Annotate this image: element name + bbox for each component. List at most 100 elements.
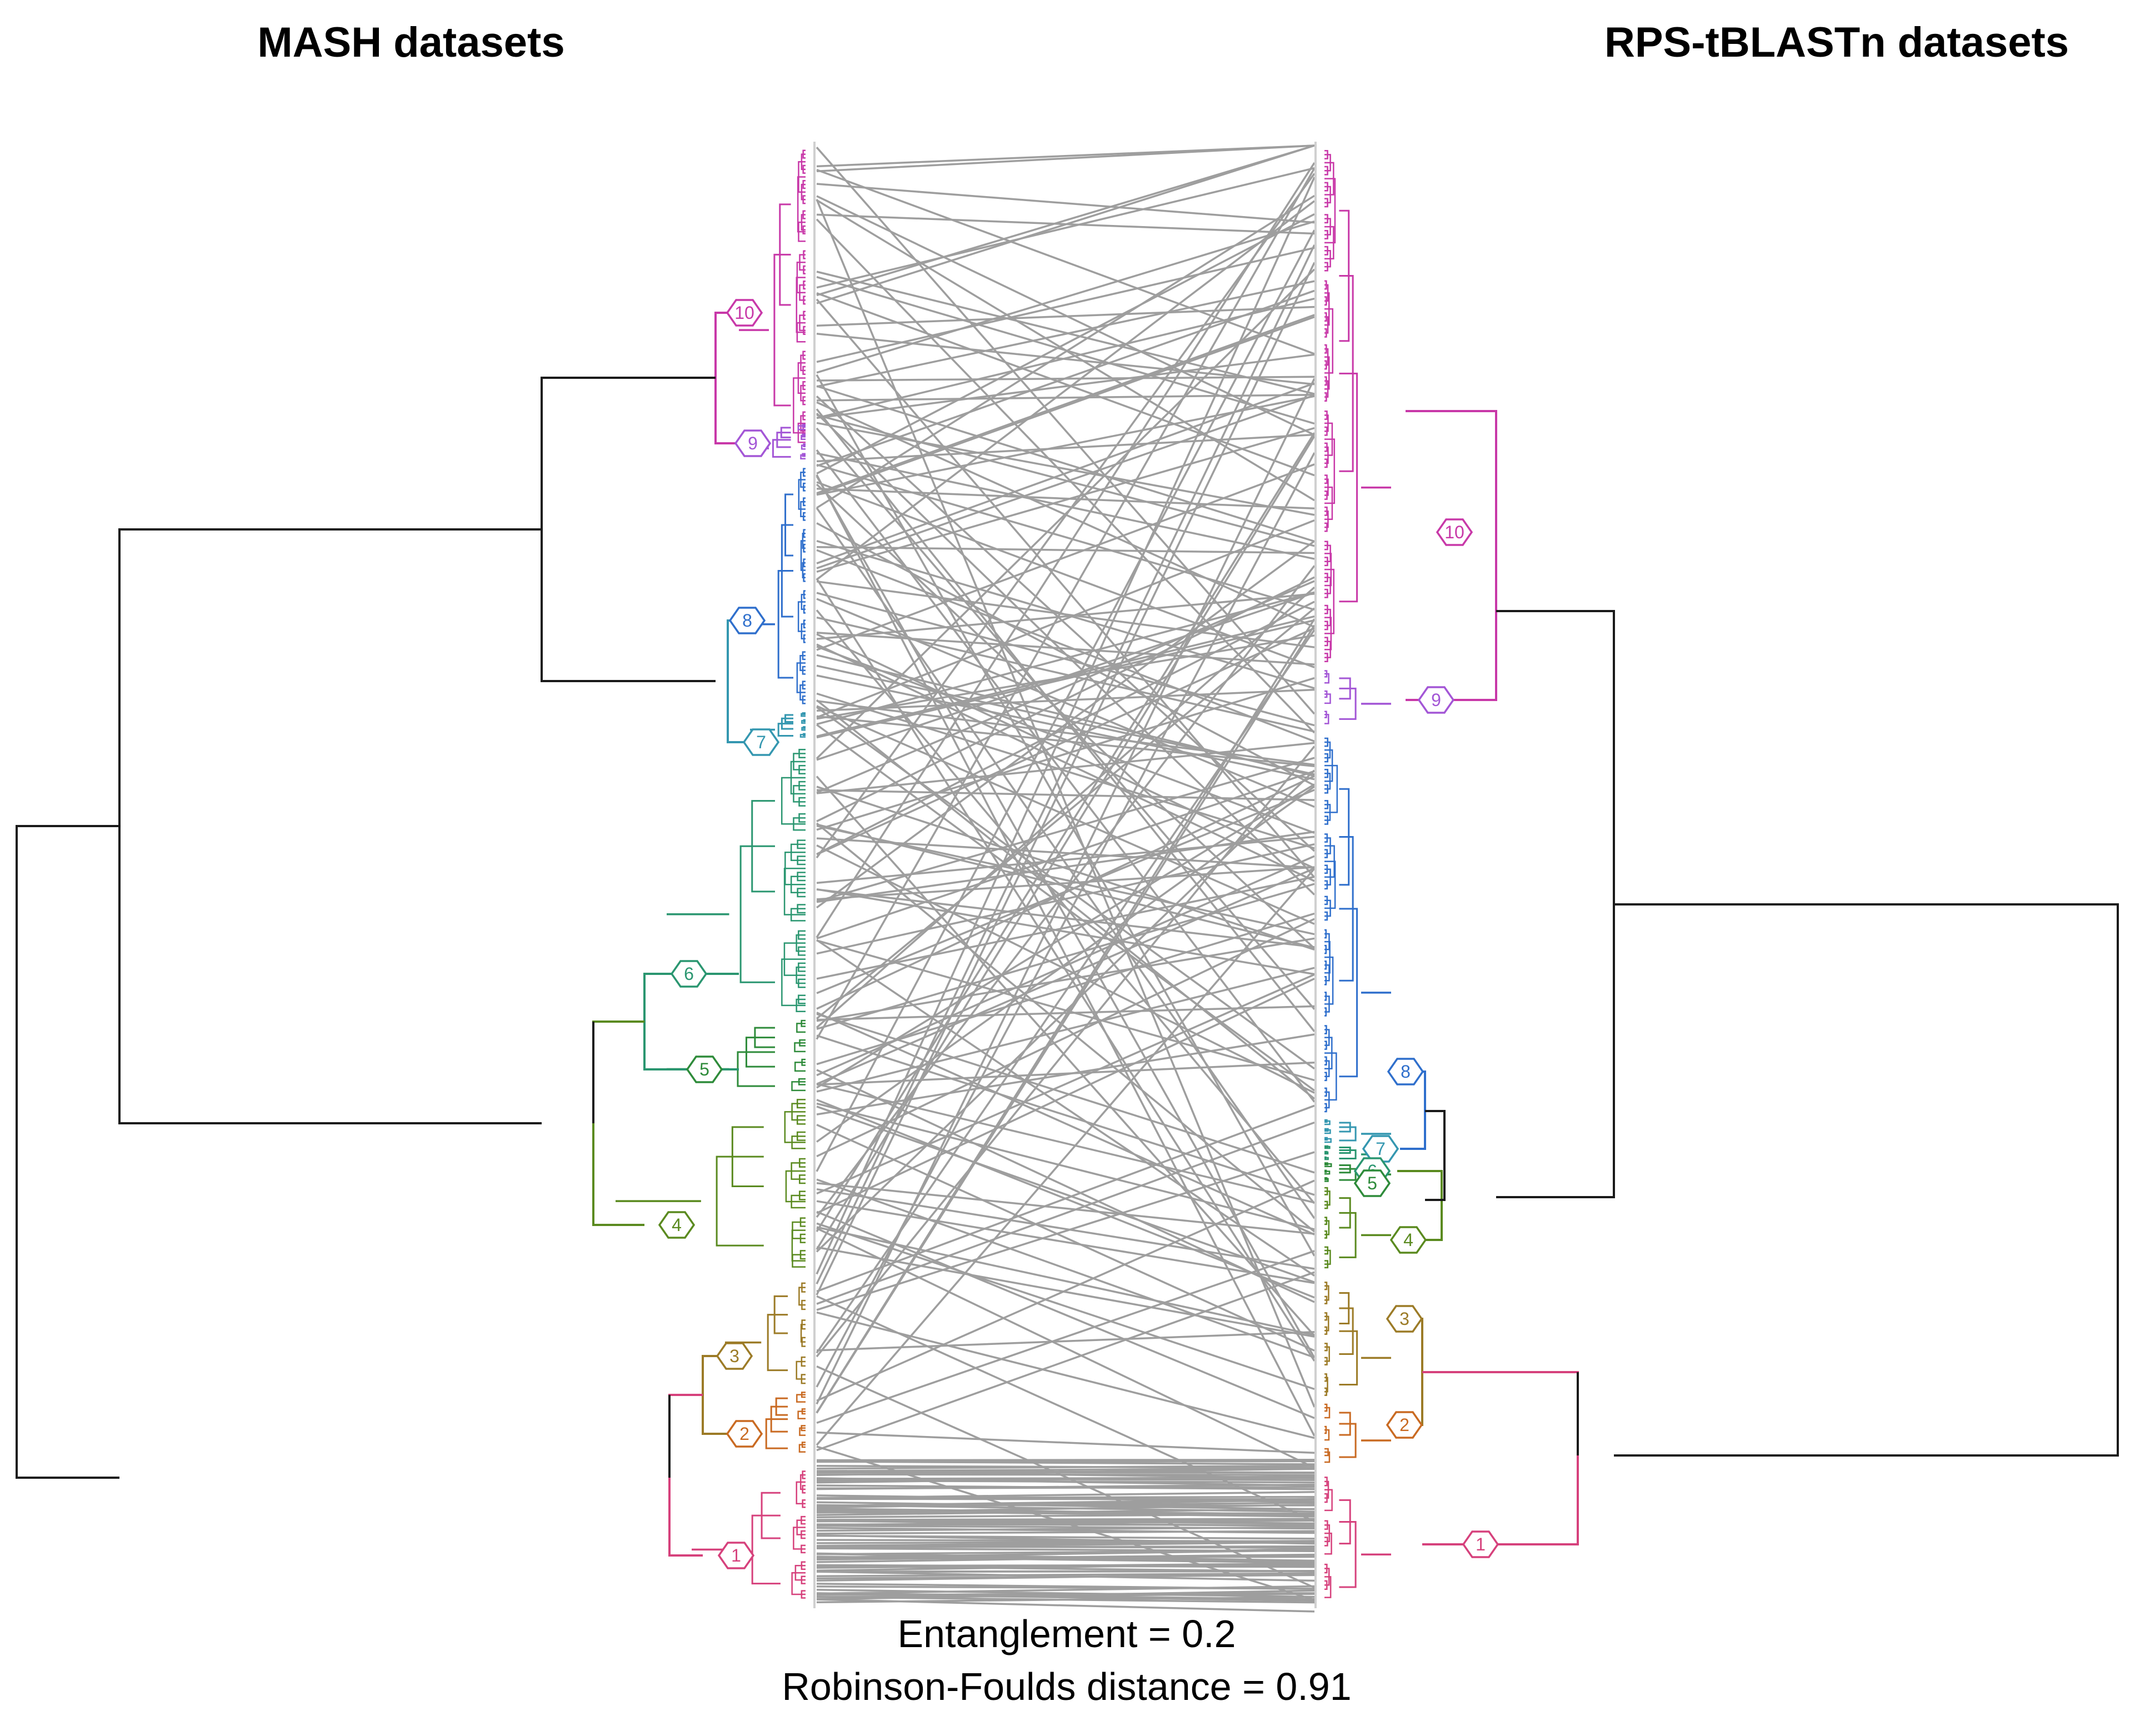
tanglegram-line: [816, 449, 1316, 1103]
right-cluster-9: [1324, 670, 1391, 724]
subcluster-branch: [1339, 1149, 1357, 1159]
tanglegram-line: [816, 973, 1315, 1195]
tanglegram-line: [816, 705, 1315, 925]
tanglegram-line: [816, 213, 1315, 475]
leaf-branch: [783, 868, 806, 915]
tanglegram-line: [816, 1534, 1315, 1540]
tanglegram-line: [816, 1271, 1315, 1452]
join-654: [592, 1020, 644, 1226]
tanglegram-line: [816, 1012, 1315, 1235]
tanglegram-line: [816, 394, 1315, 569]
cluster-left-5-badge: 5: [686, 1055, 723, 1083]
cluster-left-8-badge: 8: [728, 607, 766, 634]
leaf-branch: [1324, 956, 1334, 1005]
subcluster-branch: [1339, 1168, 1357, 1181]
tanglegram-line: [816, 674, 1315, 781]
subcluster-branch: [765, 1418, 788, 1449]
tanglegram-line: [816, 1589, 1315, 1598]
tanglegram-line: [816, 1549, 1315, 1559]
tanglegram-line: [816, 866, 1315, 900]
tanglegram-line: [816, 385, 1315, 543]
tanglegram-line: [816, 1508, 1315, 1516]
tanglegram-line: [816, 627, 1315, 856]
leaf-branch: [801, 727, 806, 731]
leaf-branch: [796, 662, 806, 693]
cluster-left-7-badge: 7: [742, 728, 780, 756]
leaf-branch: [1324, 673, 1329, 684]
leaf-branch: [800, 1324, 806, 1343]
tanglegram-line: [816, 194, 1315, 509]
leaf-branch: [801, 713, 806, 717]
cluster-badge-label: 7: [1376, 1139, 1386, 1159]
cluster-badge-label: 3: [1399, 1309, 1409, 1329]
tanglegram-line: [816, 522, 1315, 787]
tanglegram-line: [816, 633, 1315, 869]
left-cluster-7: [750, 712, 806, 738]
leaf-branch: [1324, 178, 1336, 244]
leaf-branch: [1324, 1489, 1333, 1512]
cluster-left-10-badge: 10: [726, 299, 763, 327]
tanglegram-line: [816, 1227, 1315, 1469]
left-cluster-1: [692, 1470, 806, 1599]
tanglegram-line: [816, 476, 1316, 1359]
leaf-branch: [794, 1042, 806, 1053]
tanglegram-line: [816, 1151, 1315, 1311]
leaf-branch: [801, 720, 806, 724]
left-tree-title: MASH datasets: [257, 19, 564, 66]
tanglegram-line: [816, 629, 1316, 1354]
join-10-9: [1406, 410, 1497, 701]
left-dendrogram: 10 9 8 7 6 5 4 3 2 1: [16, 149, 806, 1599]
right-cluster-8: [1324, 737, 1391, 1113]
leaf-branch: [1324, 1190, 1331, 1206]
leaf-branch: [796, 1360, 806, 1380]
leaf-branch: [1324, 713, 1329, 724]
tanglegram-line: [816, 396, 1316, 852]
right-cluster-7: [1324, 1119, 1391, 1143]
leaf-branch: [1324, 1451, 1331, 1463]
tanglegram-line: [816, 168, 1315, 355]
tanglegram-line: [816, 867, 1315, 1085]
tanglegram-line: [816, 276, 1315, 425]
tanglegram-line: [816, 1499, 1315, 1509]
cluster-badge-hexagon: [1417, 686, 1455, 714]
leaf-branch: [784, 1111, 806, 1143]
tanglegram-line: [816, 724, 1316, 1092]
tanglegram-line: [816, 888, 1315, 948]
cluster-badge-label: 6: [684, 964, 694, 984]
tanglegram-line: [816, 1005, 1315, 1021]
tanglegram-line: [816, 769, 1316, 1253]
leaf-branch: [1324, 1220, 1330, 1235]
tanglegram-line: [816, 592, 1315, 727]
tanglegram-line: [816, 289, 1315, 467]
tanglegram-line: [816, 654, 1315, 777]
tanglegram-line: [816, 213, 1315, 235]
right-cluster-3: [1324, 1282, 1391, 1396]
tanglegram-line: [816, 1593, 1315, 1602]
join-321: [668, 1394, 703, 1557]
left-root: [16, 825, 119, 1479]
right-cluster-4: [1324, 1187, 1391, 1269]
leaf-branch: [1324, 1429, 1330, 1441]
leaf-branch: [1324, 1170, 1331, 1175]
leaf-branch: [1324, 1315, 1329, 1332]
right-cluster-1: [1324, 1477, 1391, 1598]
tanglegram-line: [816, 1222, 1315, 1390]
leaf-branch: [801, 434, 806, 440]
tanglegram-line: [816, 822, 1316, 1233]
tanglegram-line: [816, 1484, 1315, 1490]
cluster-badge-label: 8: [742, 611, 752, 631]
tanglegram-line: [816, 1530, 1315, 1535]
tanglegram-line: [816, 586, 1316, 1029]
leaf-branch: [791, 1081, 806, 1092]
tanglegram-line: [816, 1124, 1315, 1352]
cluster-badge-label: 10: [734, 303, 754, 323]
tanglegram-line: [816, 1583, 1315, 1590]
tanglegram-line: [816, 549, 1315, 743]
cluster-left-4-badge: 4: [658, 1211, 696, 1239]
tanglegram-line: [816, 1250, 1315, 1424]
subcluster-branch: [716, 1155, 764, 1247]
tanglegram-line: [816, 1562, 1315, 1569]
cluster-badge-hexagon: [728, 607, 766, 634]
tanglegram-line: [816, 1179, 1315, 1402]
leaf-branch: [1324, 1346, 1330, 1362]
